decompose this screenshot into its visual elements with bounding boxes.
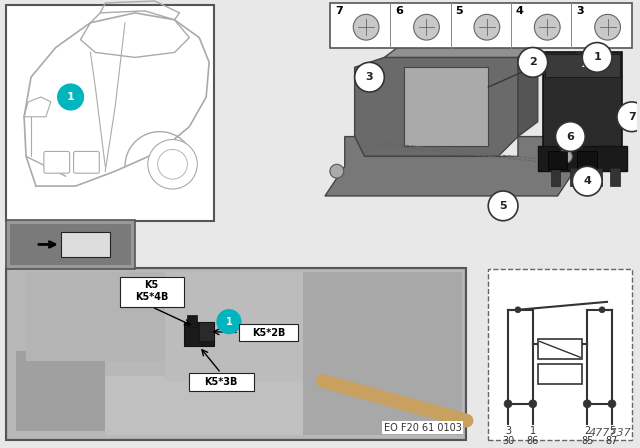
Bar [6, 220, 135, 269]
Text: 2: 2 [529, 57, 537, 67]
Bar [610, 168, 620, 186]
Bar [16, 351, 105, 431]
Circle shape [583, 400, 591, 408]
Text: 1: 1 [580, 60, 585, 69]
Circle shape [559, 150, 572, 164]
Circle shape [515, 307, 521, 313]
Circle shape [355, 62, 385, 92]
Text: 5: 5 [499, 201, 507, 211]
Circle shape [217, 310, 241, 333]
Bar [188, 315, 197, 327]
Circle shape [353, 14, 379, 40]
Bar [199, 322, 214, 341]
Circle shape [504, 400, 512, 408]
Text: 477737: 477737 [589, 428, 632, 439]
Polygon shape [385, 43, 538, 57]
Polygon shape [404, 67, 488, 146]
Circle shape [330, 164, 344, 178]
FancyBboxPatch shape [44, 151, 70, 173]
Text: 85: 85 [581, 436, 593, 447]
Text: K5*4B: K5*4B [135, 292, 168, 302]
Circle shape [148, 139, 197, 189]
Text: 3: 3 [365, 72, 373, 82]
Bar [545, 55, 620, 77]
Circle shape [556, 122, 585, 151]
Text: 3: 3 [577, 6, 584, 16]
Circle shape [599, 307, 605, 313]
Text: 86: 86 [527, 436, 539, 447]
Bar [8, 270, 465, 439]
Bar [543, 52, 622, 151]
Bar [6, 268, 467, 440]
Text: 1: 1 [530, 426, 536, 435]
Text: 4: 4 [516, 6, 524, 16]
Bar [239, 323, 298, 341]
Circle shape [617, 102, 640, 132]
Bar [488, 269, 632, 440]
Circle shape [58, 84, 83, 110]
Text: 7: 7 [628, 112, 636, 122]
Circle shape [595, 14, 620, 40]
Circle shape [582, 43, 612, 72]
Bar [164, 272, 303, 381]
Circle shape [518, 47, 548, 77]
Text: K5*2B: K5*2B [252, 327, 285, 337]
Bar [592, 168, 602, 186]
Text: EO F20 61 0103: EO F20 61 0103 [383, 422, 461, 432]
Bar [550, 168, 561, 186]
Bar [120, 277, 184, 307]
Text: 6: 6 [396, 6, 403, 16]
Polygon shape [518, 43, 538, 137]
Bar [330, 3, 632, 47]
Polygon shape [325, 137, 577, 196]
Bar [538, 340, 582, 359]
Circle shape [157, 150, 188, 179]
Text: 3: 3 [505, 426, 511, 435]
Bar [189, 373, 253, 391]
Circle shape [474, 14, 500, 40]
Text: 7: 7 [335, 6, 342, 16]
Bar [184, 322, 214, 346]
Circle shape [488, 191, 518, 221]
Text: 1: 1 [225, 317, 232, 327]
Bar [570, 168, 580, 186]
Text: 30: 30 [502, 436, 514, 447]
Text: 5: 5 [609, 426, 615, 435]
Text: 5: 5 [456, 6, 463, 16]
Circle shape [529, 400, 537, 408]
Circle shape [608, 400, 616, 408]
Text: 6: 6 [566, 132, 574, 142]
Bar [548, 151, 568, 169]
Bar [577, 151, 597, 169]
Circle shape [572, 166, 602, 196]
Bar [26, 272, 175, 361]
Circle shape [413, 14, 439, 40]
Bar [105, 376, 303, 435]
Text: 2: 2 [584, 426, 590, 435]
Text: 1: 1 [593, 52, 601, 62]
Text: 4: 4 [583, 176, 591, 186]
Bar [538, 146, 627, 171]
Bar [303, 272, 461, 435]
Bar [61, 232, 110, 257]
Bar [6, 5, 214, 221]
Circle shape [534, 14, 560, 40]
Text: K5: K5 [145, 280, 159, 290]
FancyBboxPatch shape [74, 151, 99, 173]
Text: 1: 1 [67, 92, 74, 102]
Text: 87: 87 [606, 436, 618, 447]
Bar [10, 224, 131, 265]
Bar [538, 364, 582, 384]
Polygon shape [355, 57, 518, 156]
Text: K5*3B: K5*3B [204, 377, 237, 387]
